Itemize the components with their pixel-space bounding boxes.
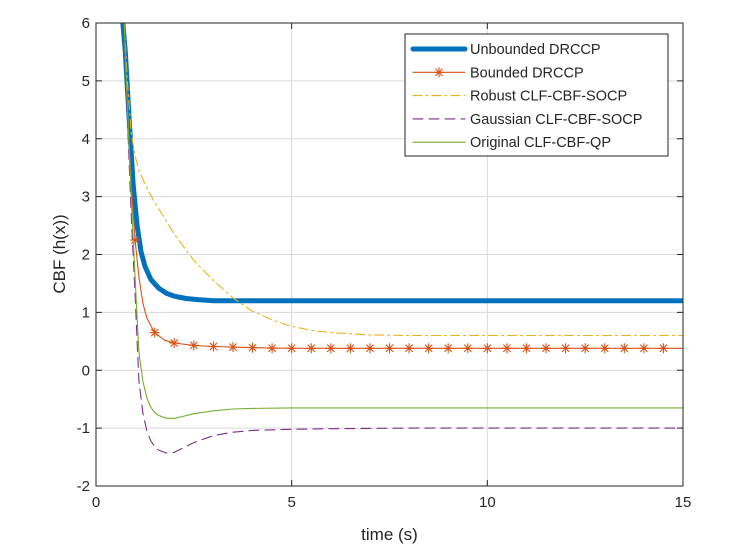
y-tick-label: 4 [82,131,90,148]
series-marker [247,342,258,353]
series-line [123,23,683,337]
series-marker [130,235,141,246]
legend-marker [434,67,444,78]
series-marker [345,343,356,354]
series-marker [638,343,649,354]
series-marker [541,343,552,354]
series-marker [267,343,278,354]
series-line [123,23,683,454]
series-marker [384,343,395,354]
series-marker [169,338,180,349]
x-axis-label: time (s) [361,525,418,544]
y-tick-label: -2 [77,478,90,495]
series-marker [227,342,238,353]
legend-label: Original CLF-CBF-QP [470,135,611,151]
series-marker [462,343,473,354]
y-tick-label: 1 [82,304,90,321]
y-tick-label: 2 [82,247,90,264]
legend-label: Bounded DRCCP [470,65,584,81]
series-marker [580,343,591,354]
series-marker [325,343,336,354]
series-layer [120,23,683,454]
legend-label: Unbounded DRCCP [470,42,601,58]
series-line [120,23,683,304]
series-marker [306,343,317,354]
series-marker [404,343,415,354]
series-marker [149,327,160,338]
x-tick-label: 15 [675,494,692,511]
x-tick-label: 10 [479,494,496,511]
series-marker [364,343,375,354]
series-marker [560,343,571,354]
y-tick-label: -1 [77,420,90,437]
series-line [123,23,683,419]
series-marker [482,343,493,354]
series-marker [286,343,297,354]
axis-ticks: 0 5 10 15 -2 -1 0 1 2 3 4 5 6 [77,15,692,511]
series-marker [188,340,199,351]
legend: Unbounded DRCCP Bounded DRCCP Robust CLF-C… [404,33,669,157]
legend-label: Robust CLF-CBF-SOCP [470,89,627,105]
y-tick-label: 5 [82,73,90,90]
y-tick-label: 6 [82,15,90,32]
series-marker [501,343,512,354]
y-axis-label: CBF (h(x)) [50,214,69,293]
legend-label: Gaussian CLF-CBF-SOCP [470,112,642,128]
series-marker [599,343,610,354]
series-marker [423,343,434,354]
series-marker [443,343,454,354]
y-tick-label: 0 [82,362,90,379]
series-marker [619,343,630,354]
series-marker [208,341,219,352]
x-tick-label: 0 [92,494,100,511]
y-tick-label: 3 [82,189,90,206]
legend-box [404,33,669,157]
x-tick-label: 5 [287,494,295,511]
series-marker [658,343,669,354]
series-marker [521,343,532,354]
